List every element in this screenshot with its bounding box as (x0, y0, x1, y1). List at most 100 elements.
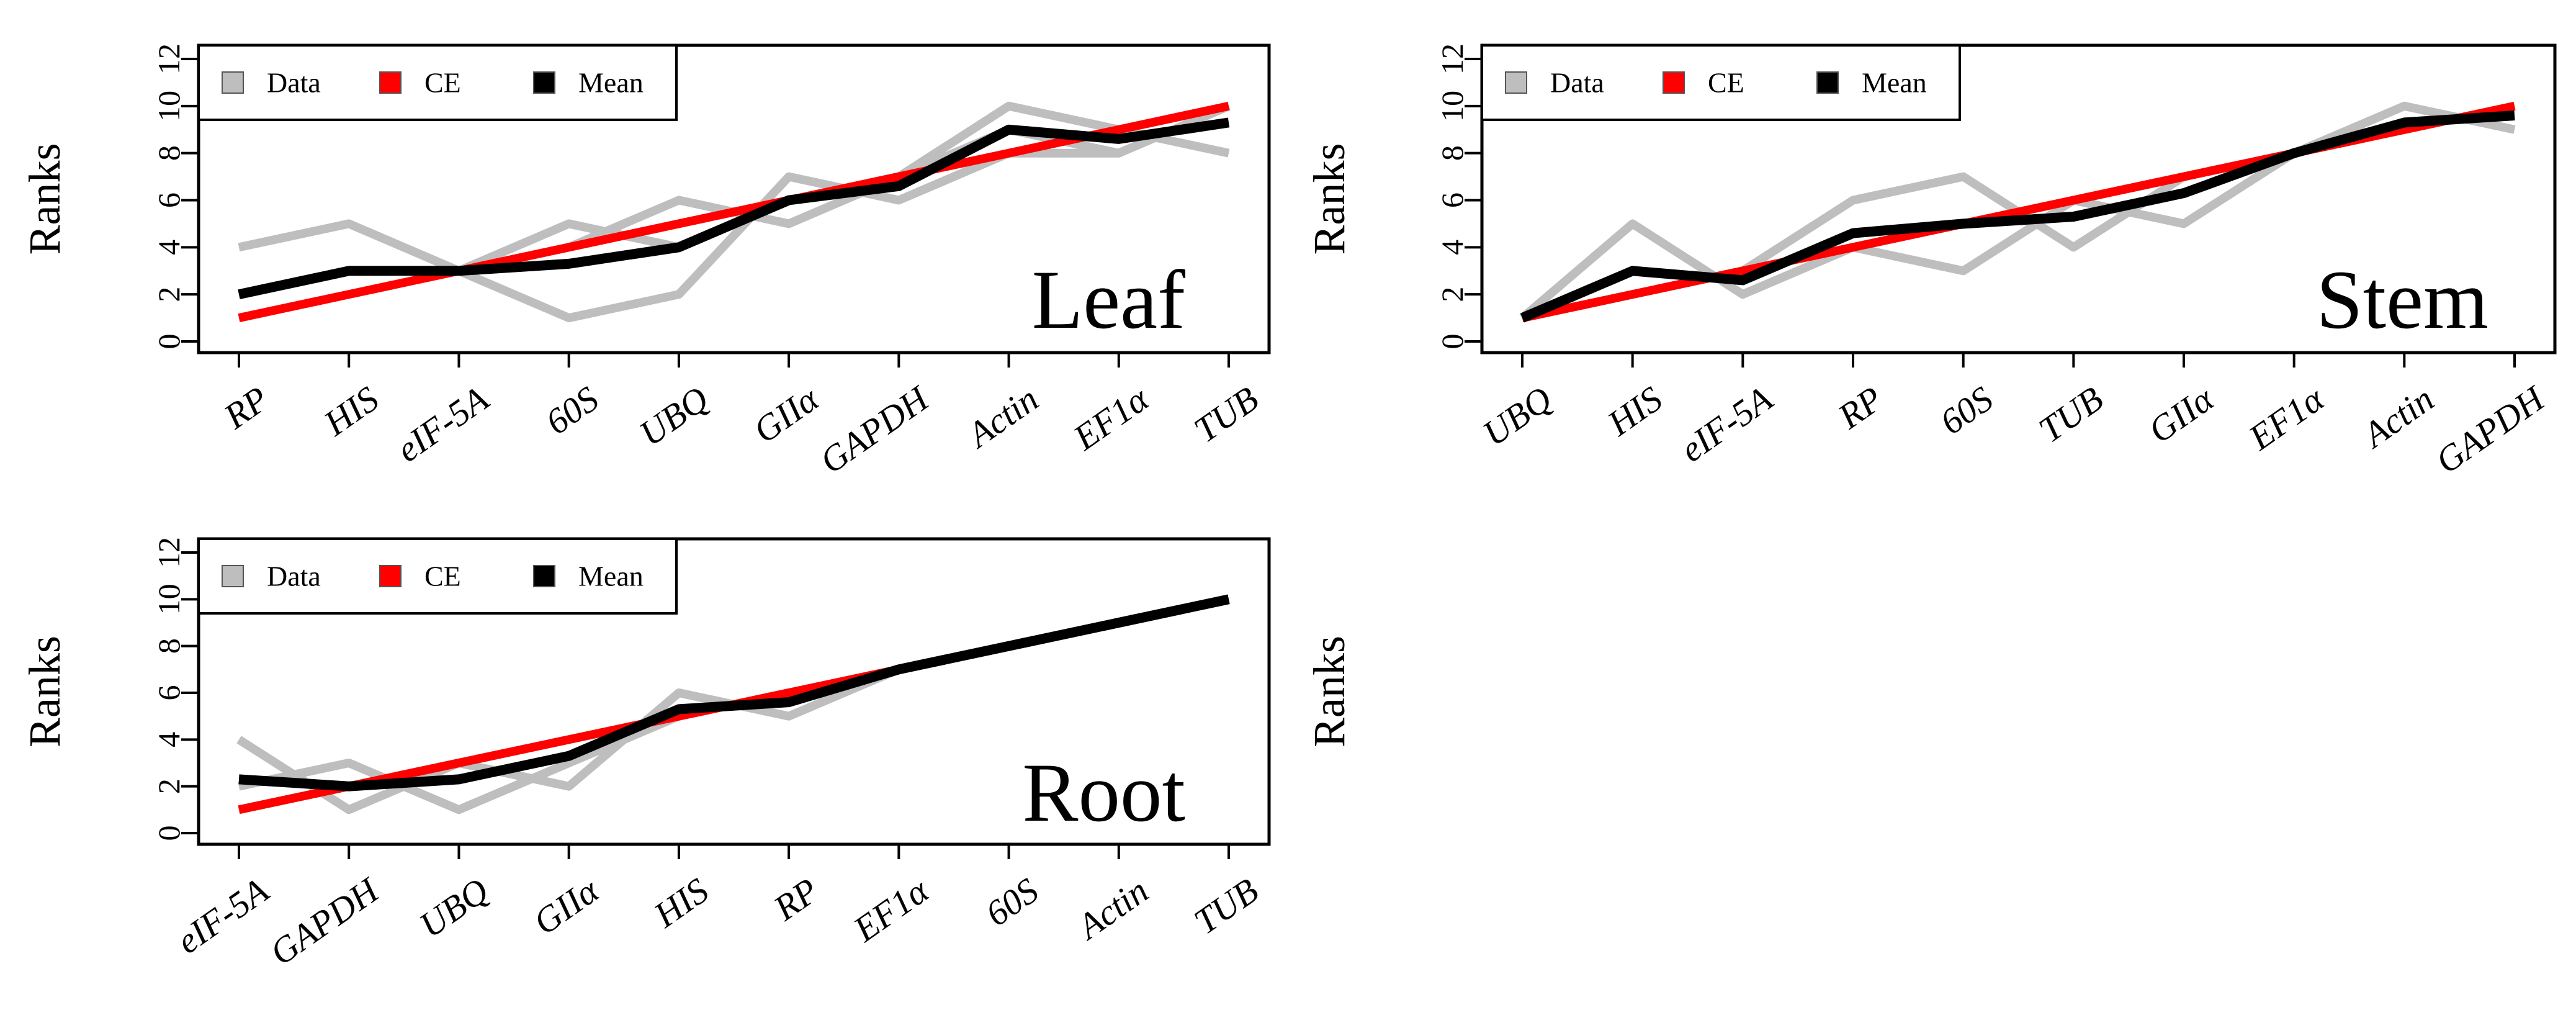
legend-label-data: Data (1550, 67, 1604, 99)
y-tick-label: 12 (151, 537, 186, 568)
y-axis: 0 2 4 6 8 10 12 (151, 43, 199, 350)
legend-box (197, 538, 678, 615)
legend-swatch-data (1505, 71, 1527, 94)
y-tick-label: 0 (151, 334, 186, 350)
x-tick-label-gii: GIIα (746, 378, 826, 451)
legend-box (197, 44, 678, 121)
x-tick-label-tub: TUB (1187, 378, 1265, 450)
y-tick-label: 10 (1435, 91, 1470, 122)
legend: Data CE Mean (197, 538, 678, 615)
series-line-mean (238, 117, 1230, 300)
x-tick-label-actin: Actin (2354, 378, 2441, 456)
y-tick-label: 8 (151, 145, 186, 161)
y-tick-label: 2 (1435, 287, 1470, 302)
legend-swatch-ce (379, 71, 402, 94)
series-lines (1519, 101, 2516, 323)
x-tick-label-ef1: EF1α (846, 870, 936, 950)
y-axis: 0 2 4 6 8 10 12 (151, 537, 199, 841)
x-tick-label-60s: 60S (1932, 378, 2000, 442)
panel-title: Stem (2316, 254, 2488, 346)
legend-label-mean: Mean (578, 561, 644, 592)
y-tick-label: 4 (151, 732, 186, 747)
legend-swatch-ce (379, 565, 402, 587)
x-tick-label-ubq: UBQ (1475, 378, 1559, 454)
x-tick-label-actin: Actin (958, 378, 1046, 456)
x-tick-label-eif-5a: eIF-5A (1673, 378, 1780, 470)
legend: Data CE Mean (1481, 44, 1961, 121)
y-tick-label: 8 (1435, 145, 1470, 161)
legend-label-mean: Mean (1862, 67, 1927, 99)
legend-swatch-ce (1663, 71, 1685, 94)
x-tick-label-actin: Actin (1068, 870, 1156, 948)
y-tick-label: 6 (151, 685, 186, 701)
x-tick-label-gapdh: GAPDH (812, 377, 937, 482)
y-tick-label: 10 (151, 584, 186, 615)
y-tick-label: 12 (1435, 43, 1470, 74)
y-tick-label: 10 (151, 91, 186, 122)
legend-swatch-mean (533, 71, 555, 94)
y-tick-label: 6 (151, 192, 186, 208)
series-lines (238, 101, 1231, 323)
x-tick-label-gapdh: GAPDH (263, 869, 387, 973)
x-tick-label-ef1: EF1α (2241, 378, 2331, 458)
panel-stem: Ranks 0 2 4 6 8 10 12 UBQ HIS eIF-5A RP 60S TUB GIIα EF… (1304, 43, 2557, 482)
x-tick-label-his: HIS (316, 378, 386, 444)
legend-label-data: Data (267, 561, 321, 592)
legend-label-ce: CE (1708, 67, 1744, 99)
x-tick-label-his: HIS (1600, 378, 1669, 444)
x-tick-label-ubq: UBQ (632, 378, 716, 454)
x-tick-label-tub: TUB (1187, 870, 1265, 942)
y-axis-label: Ranks (1304, 636, 1354, 747)
y-tick-label: 2 (151, 287, 186, 302)
x-tick-label-rp: RP (216, 378, 276, 436)
legend-swatch-mean (533, 565, 555, 587)
legend-label-data: Data (267, 67, 321, 99)
legend-label-mean: Mean (578, 67, 644, 99)
x-tick-label-gii: GIIα (2141, 378, 2221, 451)
y-axis-label: Ranks (1304, 143, 1354, 255)
y-tick-label: 4 (1435, 240, 1470, 255)
x-tick-label-eif-5a: eIF-5A (389, 378, 496, 470)
legend-swatch-data (222, 71, 244, 94)
y-axis-label: Ranks (20, 143, 70, 255)
x-tick-label-gii: GIIα (526, 870, 606, 943)
x-tick-label-60s: 60S (978, 870, 1046, 934)
series-line-data-1 (1519, 101, 2516, 322)
series-line-mean (238, 594, 1230, 792)
legend-box (1481, 44, 1961, 121)
x-tick-label-60s: 60S (538, 378, 606, 442)
panel-leaf: Ranks 0 2 4 6 8 10 12 RP HIS eIF-5A 60S UBQ GIIαGAPDH… (20, 43, 1271, 481)
series-lines (236, 594, 1230, 814)
y-tick-label: 4 (151, 240, 186, 255)
panel-empty: Ranks (1304, 636, 1354, 747)
legend-swatch-data (222, 565, 244, 587)
legend-label-ce: CE (424, 561, 461, 592)
legend: Data CE Mean (197, 44, 678, 121)
x-tick-label-tub: TUB (2032, 378, 2111, 450)
y-tick-label: 8 (151, 638, 186, 654)
y-axis: 0 2 4 6 8 10 12 (1435, 43, 1482, 350)
x-tick-label-ubq: UBQ (412, 870, 496, 945)
panel-title: Root (1022, 747, 1185, 839)
y-tick-label: 6 (1435, 192, 1470, 208)
x-tick-label-eif-5a: eIF-5A (169, 870, 276, 962)
series-line-mean (1520, 111, 2515, 323)
y-tick-label: 0 (151, 826, 186, 841)
panel-title: Leaf (1032, 254, 1185, 346)
x-tick-label-his: HIS (646, 870, 716, 936)
y-axis-label: Ranks (20, 636, 70, 747)
x-tick-label-rp: RP (766, 870, 825, 928)
x-tick-label-rp: RP (1830, 378, 1890, 436)
legend-swatch-mean (1816, 71, 1839, 94)
y-tick-label: 0 (1435, 334, 1470, 350)
series-line-ce (238, 101, 1230, 322)
x-tick-label-gapdh: GAPDH (2428, 377, 2553, 482)
legend-label-ce: CE (424, 67, 461, 99)
x-tick-label-ef1: EF1α (1066, 378, 1156, 458)
y-tick-label: 2 (151, 778, 186, 794)
